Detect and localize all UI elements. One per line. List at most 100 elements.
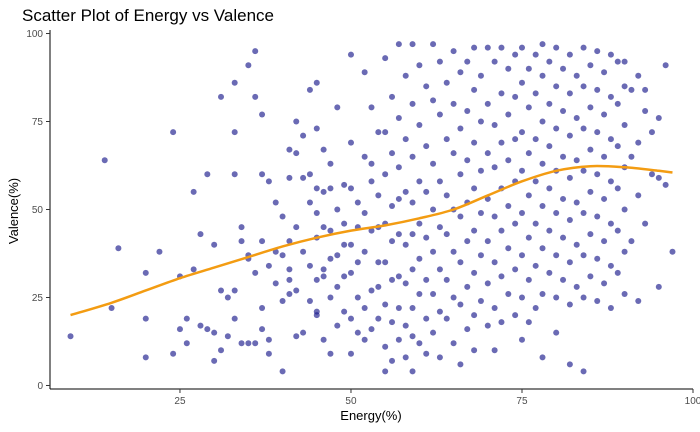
data-point bbox=[505, 157, 512, 164]
data-point bbox=[505, 290, 512, 297]
data-point bbox=[587, 231, 594, 238]
data-point bbox=[518, 252, 525, 259]
data-point bbox=[614, 100, 621, 107]
data-point bbox=[354, 199, 361, 206]
data-point bbox=[382, 301, 389, 308]
data-point bbox=[211, 357, 218, 364]
data-point bbox=[580, 44, 587, 51]
data-point bbox=[334, 104, 341, 111]
data-point bbox=[389, 150, 396, 157]
data-point bbox=[382, 55, 389, 62]
data-point bbox=[594, 213, 601, 220]
chart-title: Scatter Plot of Energy vs Valence bbox=[22, 6, 274, 25]
data-point bbox=[409, 305, 416, 312]
data-point bbox=[354, 329, 361, 336]
data-point bbox=[580, 83, 587, 90]
data-point bbox=[361, 153, 368, 160]
data-point bbox=[334, 206, 341, 213]
data-point bbox=[566, 259, 573, 266]
data-point bbox=[341, 220, 348, 227]
data-point bbox=[286, 266, 293, 273]
data-point bbox=[313, 125, 320, 132]
data-point bbox=[505, 245, 512, 252]
data-point bbox=[560, 276, 567, 283]
data-point bbox=[471, 185, 478, 192]
data-point bbox=[265, 262, 272, 269]
data-point bbox=[594, 255, 601, 262]
data-point bbox=[252, 340, 259, 347]
data-point bbox=[395, 273, 402, 280]
data-point bbox=[218, 347, 225, 354]
data-point bbox=[587, 104, 594, 111]
data-point bbox=[142, 315, 149, 322]
data-point bbox=[512, 136, 519, 143]
data-point bbox=[409, 266, 416, 273]
data-point bbox=[430, 248, 437, 255]
data-point bbox=[443, 192, 450, 199]
data-point bbox=[436, 354, 443, 361]
data-point bbox=[450, 48, 457, 55]
data-point bbox=[553, 252, 560, 259]
data-point bbox=[375, 283, 382, 290]
data-point bbox=[320, 336, 327, 343]
data-point bbox=[382, 368, 389, 375]
data-point bbox=[395, 41, 402, 48]
data-point bbox=[395, 195, 402, 202]
data-point bbox=[368, 178, 375, 185]
data-point bbox=[347, 185, 354, 192]
data-point bbox=[327, 294, 334, 301]
data-point bbox=[471, 227, 478, 234]
data-point bbox=[642, 220, 649, 227]
data-point bbox=[259, 305, 266, 312]
data-point bbox=[368, 326, 375, 333]
data-point bbox=[601, 238, 608, 245]
data-point bbox=[389, 202, 396, 209]
data-point bbox=[354, 294, 361, 301]
data-point bbox=[566, 217, 573, 224]
data-point bbox=[170, 129, 177, 136]
data-point bbox=[334, 322, 341, 329]
y-tick-label: 75 bbox=[32, 117, 44, 128]
data-point bbox=[67, 333, 74, 340]
data-point bbox=[293, 287, 300, 294]
data-point bbox=[409, 100, 416, 107]
data-point bbox=[457, 171, 464, 178]
data-point bbox=[457, 301, 464, 308]
data-point bbox=[518, 79, 525, 86]
data-point bbox=[361, 248, 368, 255]
data-point bbox=[389, 276, 396, 283]
data-point bbox=[347, 350, 354, 357]
y-tick-label: 50 bbox=[32, 205, 44, 216]
data-point bbox=[484, 238, 491, 245]
data-point bbox=[662, 62, 669, 69]
data-point bbox=[354, 259, 361, 266]
data-point bbox=[471, 86, 478, 93]
data-point bbox=[491, 259, 498, 266]
data-point bbox=[204, 171, 211, 178]
data-point bbox=[560, 65, 567, 72]
data-point bbox=[587, 188, 594, 195]
data-point bbox=[231, 315, 238, 322]
data-point bbox=[245, 340, 252, 347]
data-point bbox=[477, 298, 484, 305]
data-point bbox=[546, 143, 553, 150]
data-point bbox=[423, 350, 430, 357]
data-point bbox=[580, 252, 587, 259]
data-point bbox=[635, 298, 642, 305]
data-point bbox=[300, 248, 307, 255]
data-point bbox=[402, 136, 409, 143]
data-point bbox=[341, 241, 348, 248]
data-point bbox=[607, 220, 614, 227]
data-point bbox=[628, 153, 635, 160]
data-point bbox=[176, 326, 183, 333]
data-point bbox=[245, 62, 252, 69]
data-point bbox=[614, 185, 621, 192]
data-point bbox=[546, 269, 553, 276]
data-point bbox=[450, 150, 457, 157]
data-point bbox=[416, 178, 423, 185]
data-point bbox=[395, 336, 402, 343]
data-point bbox=[457, 259, 464, 266]
data-point bbox=[334, 283, 341, 290]
data-point bbox=[553, 294, 560, 301]
